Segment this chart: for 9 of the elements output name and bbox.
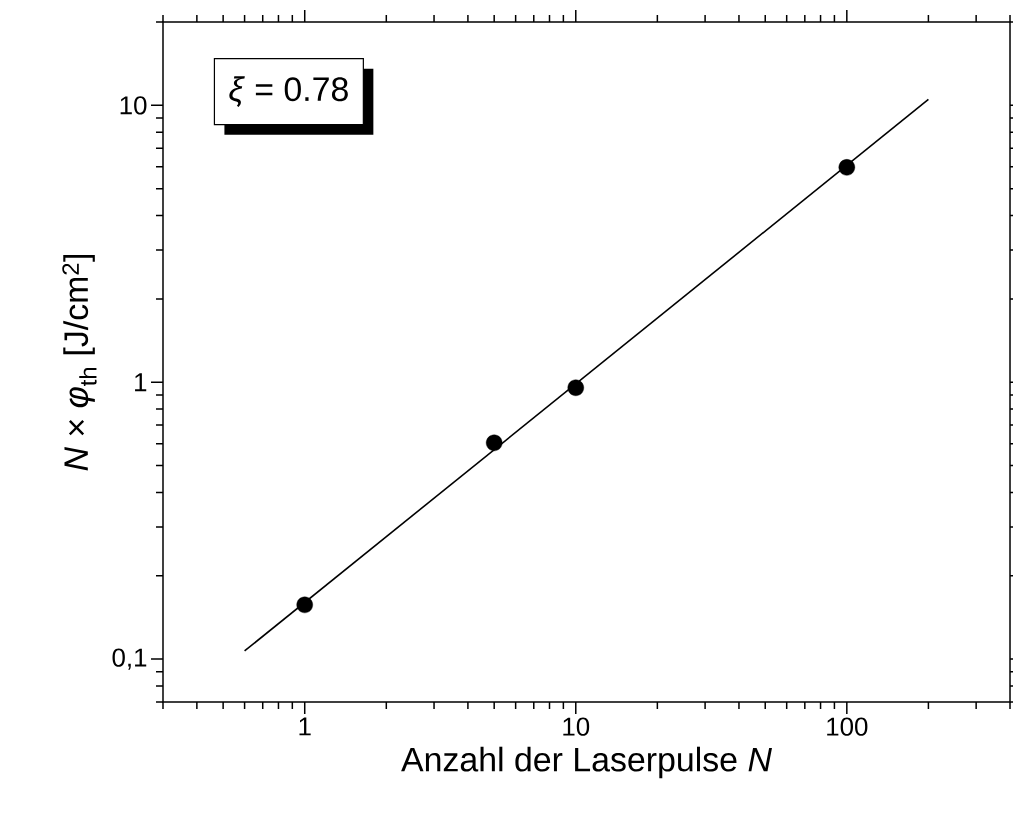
y-tick-label: 1 <box>135 373 147 392</box>
x-tick-label: 10 <box>563 717 590 736</box>
x-tick-label: 100 <box>827 717 868 736</box>
y-axis-title: N × φ$_{th}$ [J/cm$^{2}$] <box>62 254 97 471</box>
y-tick-label: 0,1 <box>112 648 147 670</box>
x-axis-title: Anzahl der Laserpulse N <box>401 746 772 779</box>
y-tick-label: 10 <box>120 96 147 115</box>
annotation: ξ = 0.78 <box>229 76 348 107</box>
x-tick-label: 1 <box>299 717 311 736</box>
